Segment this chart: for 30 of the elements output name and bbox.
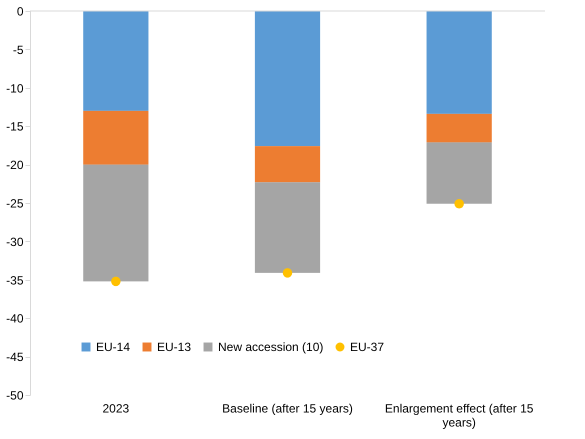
bar <box>254 182 320 273</box>
bar <box>426 11 492 114</box>
y-tick-label: -40 <box>6 312 24 326</box>
bar <box>254 11 320 146</box>
legend-label: EU-37 <box>350 340 384 354</box>
point <box>282 268 292 278</box>
x-tick-label: Enlargement effect (after 15 years) <box>384 402 534 430</box>
legend-label: EU-14 <box>96 340 130 354</box>
y-tick-label: -5 <box>12 42 24 57</box>
x-tick-label: 2023 <box>102 402 130 416</box>
y-tick-label: -30 <box>6 234 24 249</box>
y-tick-label: -50 <box>6 388 24 402</box>
point <box>111 276 121 286</box>
bar <box>426 114 492 142</box>
bar <box>83 11 148 111</box>
bar <box>83 164 148 282</box>
y-tick-label: -20 <box>6 158 24 172</box>
y-tick-label: -35 <box>6 273 24 288</box>
legend-label: New accession (10) <box>218 340 324 354</box>
x-tick-label: Baseline (after 15 years) <box>222 402 353 416</box>
point <box>454 199 464 208</box>
y-tick-label: 0 <box>16 4 24 18</box>
y-tick-label: -25 <box>6 196 24 210</box>
legend-label: EU-13 <box>157 340 192 354</box>
bar <box>254 146 320 182</box>
y-tick-label: -15 <box>6 120 24 134</box>
y-tick-label: -10 <box>6 81 24 96</box>
y-tick-label: -45 <box>6 350 24 364</box>
bar <box>83 110 148 165</box>
bar <box>426 142 492 204</box>
